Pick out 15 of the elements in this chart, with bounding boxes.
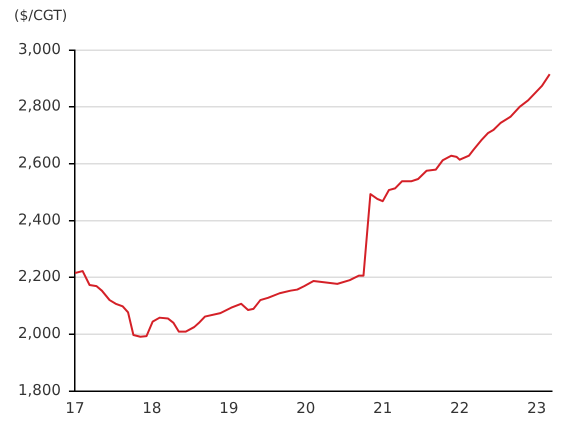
x-tick-label: 20 <box>296 398 316 417</box>
y-tick-label: 2,000 <box>18 324 61 342</box>
x-tick-label: 19 <box>219 398 238 417</box>
x-tick-label: 22 <box>450 398 470 417</box>
x-tick-label: 21 <box>373 398 392 417</box>
y-tick-label: 2,600 <box>18 154 61 172</box>
x-tick-label: 18 <box>142 398 162 417</box>
y-tick-label: 2,800 <box>18 96 61 115</box>
x-tick-label: 17 <box>65 398 84 417</box>
y-tick-label: 2,400 <box>18 210 61 228</box>
y-axis-title: ($/CGT) <box>14 8 68 24</box>
y-tick-label: 2,200 <box>18 267 61 286</box>
x-tick-label: 23 <box>527 398 546 417</box>
y-tick-label: 1,800 <box>18 380 61 399</box>
y-tick-label: 3,000 <box>18 40 61 58</box>
